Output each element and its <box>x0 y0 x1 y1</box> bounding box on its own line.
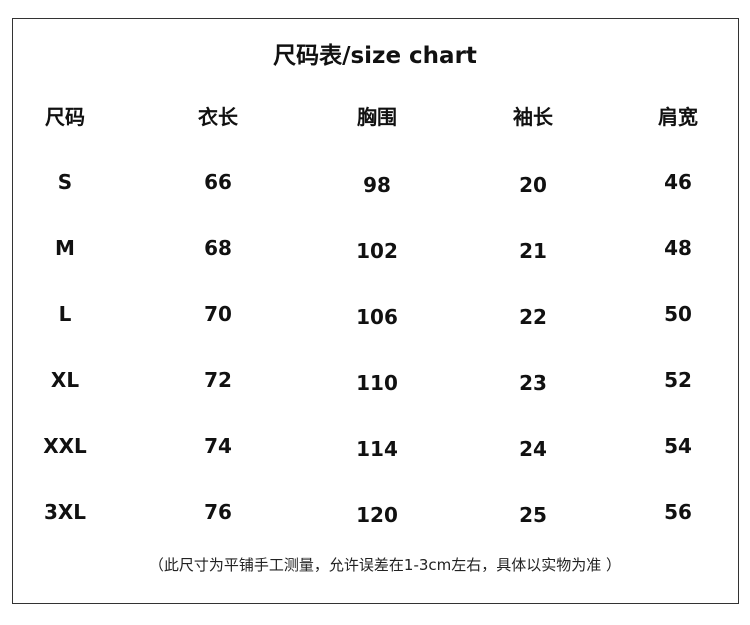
column-header: 胸围 <box>357 105 397 129</box>
table-cell: 110 <box>356 371 398 395</box>
table-cell: 56 <box>664 500 692 524</box>
table-cell: 102 <box>356 239 398 263</box>
measurement-note: （此尺寸为平铺手工测量，允许误差在1-3cm左右，具体以实物为准 ） <box>148 556 622 574</box>
column-header: 衣长 <box>198 105 238 129</box>
table-cell: 23 <box>519 371 547 395</box>
table-cell: 114 <box>356 437 398 461</box>
column-header: 肩宽 <box>658 105 698 129</box>
size-chart-frame <box>12 18 739 604</box>
table-cell: 21 <box>519 239 547 263</box>
table-cell: 106 <box>356 305 398 329</box>
table-cell: 48 <box>664 236 692 260</box>
table-cell: 76 <box>204 500 232 524</box>
table-cell: 98 <box>363 173 391 197</box>
table-cell: 72 <box>204 368 232 392</box>
table-cell: XXL <box>43 434 87 458</box>
table-cell: 66 <box>204 170 232 194</box>
table-cell: 68 <box>204 236 232 260</box>
table-cell: S <box>57 170 73 194</box>
chart-title: 尺码表/size chart <box>273 43 477 69</box>
table-cell: 3XL <box>43 500 87 524</box>
column-header: 尺码 <box>45 105 85 129</box>
table-cell: 54 <box>664 434 692 458</box>
table-cell: M <box>55 236 75 260</box>
table-cell: 46 <box>664 170 692 194</box>
column-header: 袖长 <box>513 105 553 129</box>
table-cell: 50 <box>664 302 692 326</box>
table-cell: XL <box>50 368 80 392</box>
table-cell: 70 <box>204 302 232 326</box>
table-cell: L <box>58 302 72 326</box>
table-cell: 24 <box>519 437 547 461</box>
table-cell: 120 <box>356 503 398 527</box>
table-cell: 20 <box>519 173 547 197</box>
table-cell: 52 <box>664 368 692 392</box>
table-cell: 22 <box>519 305 547 329</box>
table-cell: 74 <box>204 434 232 458</box>
table-cell: 25 <box>519 503 547 527</box>
